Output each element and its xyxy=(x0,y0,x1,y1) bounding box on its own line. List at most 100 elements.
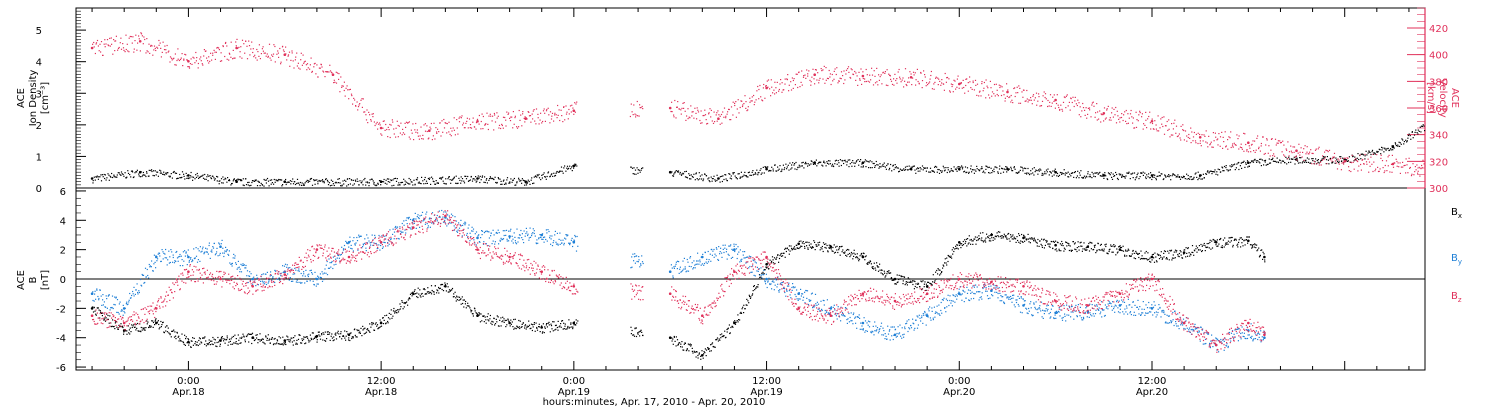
velocity-sample xyxy=(725,117,727,119)
bx-sample xyxy=(544,327,546,329)
bx-sample xyxy=(278,343,281,345)
density-sample xyxy=(696,178,698,180)
bx-sample xyxy=(504,319,506,322)
density-sample xyxy=(321,179,324,181)
density-sample xyxy=(416,179,418,181)
velocity-sample xyxy=(1108,119,1110,121)
bx-sample xyxy=(178,340,180,342)
velocity-sample xyxy=(747,106,749,108)
velocity-sample xyxy=(1204,135,1206,137)
bx-sample xyxy=(913,288,915,290)
density-sample xyxy=(576,165,578,167)
velocity-sample xyxy=(277,50,279,52)
density-sample xyxy=(978,169,980,171)
bx-sample xyxy=(860,253,862,255)
velocity-sample xyxy=(1178,133,1180,135)
density-sample xyxy=(909,168,911,170)
density-sample xyxy=(1021,166,1023,168)
density-sample xyxy=(563,167,565,169)
velocity-sample xyxy=(732,101,734,103)
bx-sample xyxy=(1058,248,1060,250)
bx-sample xyxy=(972,240,974,242)
bx-sample xyxy=(207,344,209,346)
bx-sample xyxy=(355,336,357,338)
bx-sample xyxy=(129,333,131,335)
density-sample xyxy=(986,165,988,168)
bx-sample xyxy=(1096,249,1098,251)
velocity-sample xyxy=(501,123,503,125)
bx-sample xyxy=(450,289,452,291)
density-sample xyxy=(1367,152,1369,154)
density-sample xyxy=(160,172,162,174)
density-sample xyxy=(1183,176,1185,178)
velocity-sample xyxy=(1366,163,1368,165)
bx-sample xyxy=(278,336,280,338)
bx-sample xyxy=(520,326,522,328)
bx-sample xyxy=(763,269,765,271)
velocity-sample xyxy=(128,51,130,53)
velocity-sample xyxy=(1361,159,1363,161)
velocity-sample xyxy=(1378,170,1380,172)
bx-sample xyxy=(208,339,210,341)
density-sample xyxy=(120,171,123,173)
density-sample xyxy=(890,163,892,166)
velocity-sample xyxy=(705,119,707,121)
density-sample xyxy=(199,176,201,178)
bx-sample xyxy=(796,244,798,246)
density-sample xyxy=(179,177,181,179)
velocity-sample xyxy=(1039,105,1041,107)
density-sample xyxy=(867,160,869,163)
velocity-sample xyxy=(904,80,906,82)
velocity-sample xyxy=(1172,128,1174,130)
density-sample xyxy=(250,184,252,186)
density-sample xyxy=(714,180,717,182)
bx-sample xyxy=(258,339,260,341)
bx-sample xyxy=(1081,245,1083,247)
bx-sample xyxy=(1134,258,1137,260)
bx-sample xyxy=(759,276,761,278)
velocity-sample xyxy=(965,84,967,87)
velocity-sample xyxy=(1381,160,1384,162)
bx-sample xyxy=(240,342,242,344)
density-sample xyxy=(679,173,681,175)
velocity-sample xyxy=(311,70,313,72)
velocity-sample xyxy=(286,59,288,61)
velocity-sample xyxy=(446,123,448,125)
density-sample xyxy=(95,176,97,178)
velocity-sample xyxy=(434,138,436,140)
velocity-sample xyxy=(454,134,456,136)
bx-sample xyxy=(792,248,794,250)
velocity-sample xyxy=(293,67,295,69)
density-sample xyxy=(1422,124,1424,126)
velocity-sample xyxy=(1106,109,1108,111)
density-sample xyxy=(1049,171,1051,173)
velocity-sample xyxy=(699,119,701,122)
bx-sample xyxy=(1137,253,1139,255)
bx-sample xyxy=(1006,237,1008,239)
density-sample xyxy=(1121,174,1124,176)
density-sample xyxy=(810,163,812,165)
bx-sample xyxy=(234,334,236,336)
velocity-sample xyxy=(890,80,893,82)
bx-sample xyxy=(1033,240,1035,242)
density-sample xyxy=(862,165,864,167)
density-sample xyxy=(695,173,697,175)
velocity-sample xyxy=(532,110,534,112)
density-sample xyxy=(1423,125,1425,127)
density-sample xyxy=(1006,166,1008,168)
bx-sample xyxy=(284,343,286,345)
velocity-sample xyxy=(327,71,329,73)
velocity-sample xyxy=(1018,85,1020,87)
velocity-sample xyxy=(458,121,461,123)
bx-sample xyxy=(564,323,566,325)
bx-sample xyxy=(1029,237,1031,239)
bx-sample xyxy=(1095,252,1097,254)
velocity-sample xyxy=(1155,128,1157,130)
velocity-sample xyxy=(1123,114,1125,116)
velocity-sample xyxy=(1019,87,1021,89)
density-sample xyxy=(231,182,233,185)
velocity-point xyxy=(1102,112,1106,115)
density-sample xyxy=(1223,165,1226,168)
bx-sample xyxy=(400,306,402,308)
velocity-sample xyxy=(430,128,432,130)
